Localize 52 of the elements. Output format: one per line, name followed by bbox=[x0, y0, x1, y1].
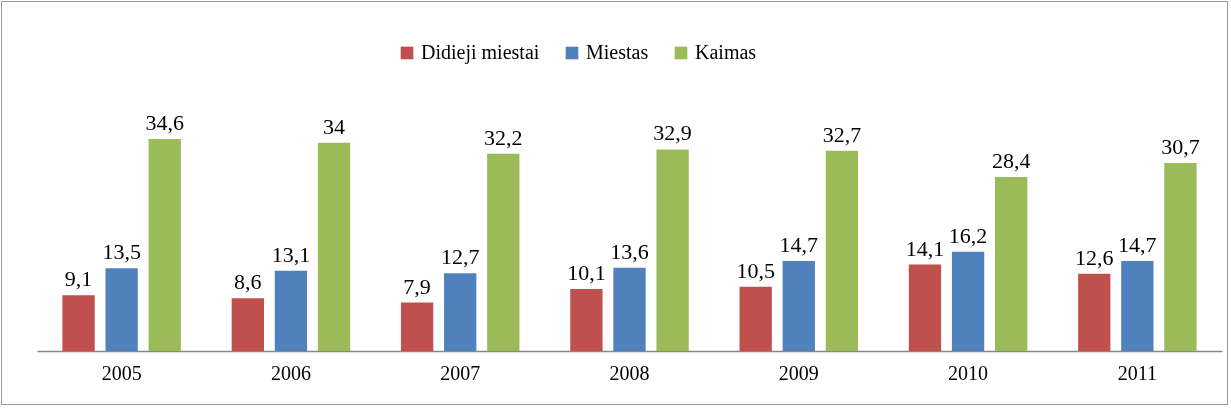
data-label: 7,9 bbox=[403, 273, 431, 299]
bar bbox=[613, 267, 646, 351]
bar bbox=[400, 302, 434, 351]
bar bbox=[231, 298, 264, 351]
legend-label: Kaimas bbox=[695, 41, 757, 63]
bar bbox=[1121, 260, 1154, 351]
x-tick-label: 2011 bbox=[1117, 361, 1157, 384]
data-label: 30,7 bbox=[1161, 133, 1200, 159]
x-tick-label: 2009 bbox=[778, 361, 819, 384]
bar bbox=[444, 273, 477, 351]
legend-label: Miestas bbox=[586, 41, 649, 63]
bar bbox=[62, 295, 95, 351]
data-label: 14,1 bbox=[905, 235, 945, 261]
x-tick-label: 2010 bbox=[948, 361, 989, 384]
bar bbox=[995, 176, 1028, 351]
data-label: 32,7 bbox=[822, 121, 862, 147]
bar bbox=[1164, 162, 1197, 351]
bar bbox=[908, 264, 942, 351]
data-label: 10,1 bbox=[567, 260, 606, 286]
bar bbox=[656, 149, 689, 351]
bar bbox=[825, 150, 859, 351]
data-label: 9,1 bbox=[64, 266, 93, 292]
data-label: 32,2 bbox=[484, 124, 523, 150]
bar bbox=[317, 142, 351, 351]
x-tick-label: 2005 bbox=[101, 361, 142, 384]
bar bbox=[739, 286, 772, 351]
data-label: 14,7 bbox=[1118, 231, 1157, 257]
data-label: 13,5 bbox=[102, 239, 141, 265]
bar bbox=[148, 139, 181, 351]
bar bbox=[782, 260, 815, 351]
data-label: 34,6 bbox=[145, 110, 184, 135]
data-label: 14,7 bbox=[779, 231, 819, 257]
data-label: 13,6 bbox=[610, 238, 649, 264]
x-tick-label: 2008 bbox=[609, 361, 650, 384]
data-label: 10,5 bbox=[736, 257, 775, 283]
bar bbox=[570, 289, 603, 351]
bar bbox=[951, 251, 985, 351]
bar bbox=[105, 268, 138, 351]
bar bbox=[1078, 273, 1111, 351]
data-label: 28,4 bbox=[991, 147, 1031, 173]
data-label: 34 bbox=[323, 113, 346, 139]
data-label: 12,7 bbox=[440, 244, 480, 270]
legend-label: Didieji miestai bbox=[421, 41, 540, 64]
x-tick-label: 2006 bbox=[270, 361, 311, 384]
bar bbox=[274, 270, 308, 351]
x-tick-label: 2007 bbox=[440, 361, 481, 384]
data-label: 32,9 bbox=[653, 120, 692, 146]
data-label: 16,2 bbox=[948, 222, 988, 248]
data-label: 13,1 bbox=[271, 241, 311, 267]
data-label: 12,6 bbox=[1075, 244, 1114, 270]
bar bbox=[487, 153, 520, 351]
data-label: 8,6 bbox=[234, 269, 262, 295]
